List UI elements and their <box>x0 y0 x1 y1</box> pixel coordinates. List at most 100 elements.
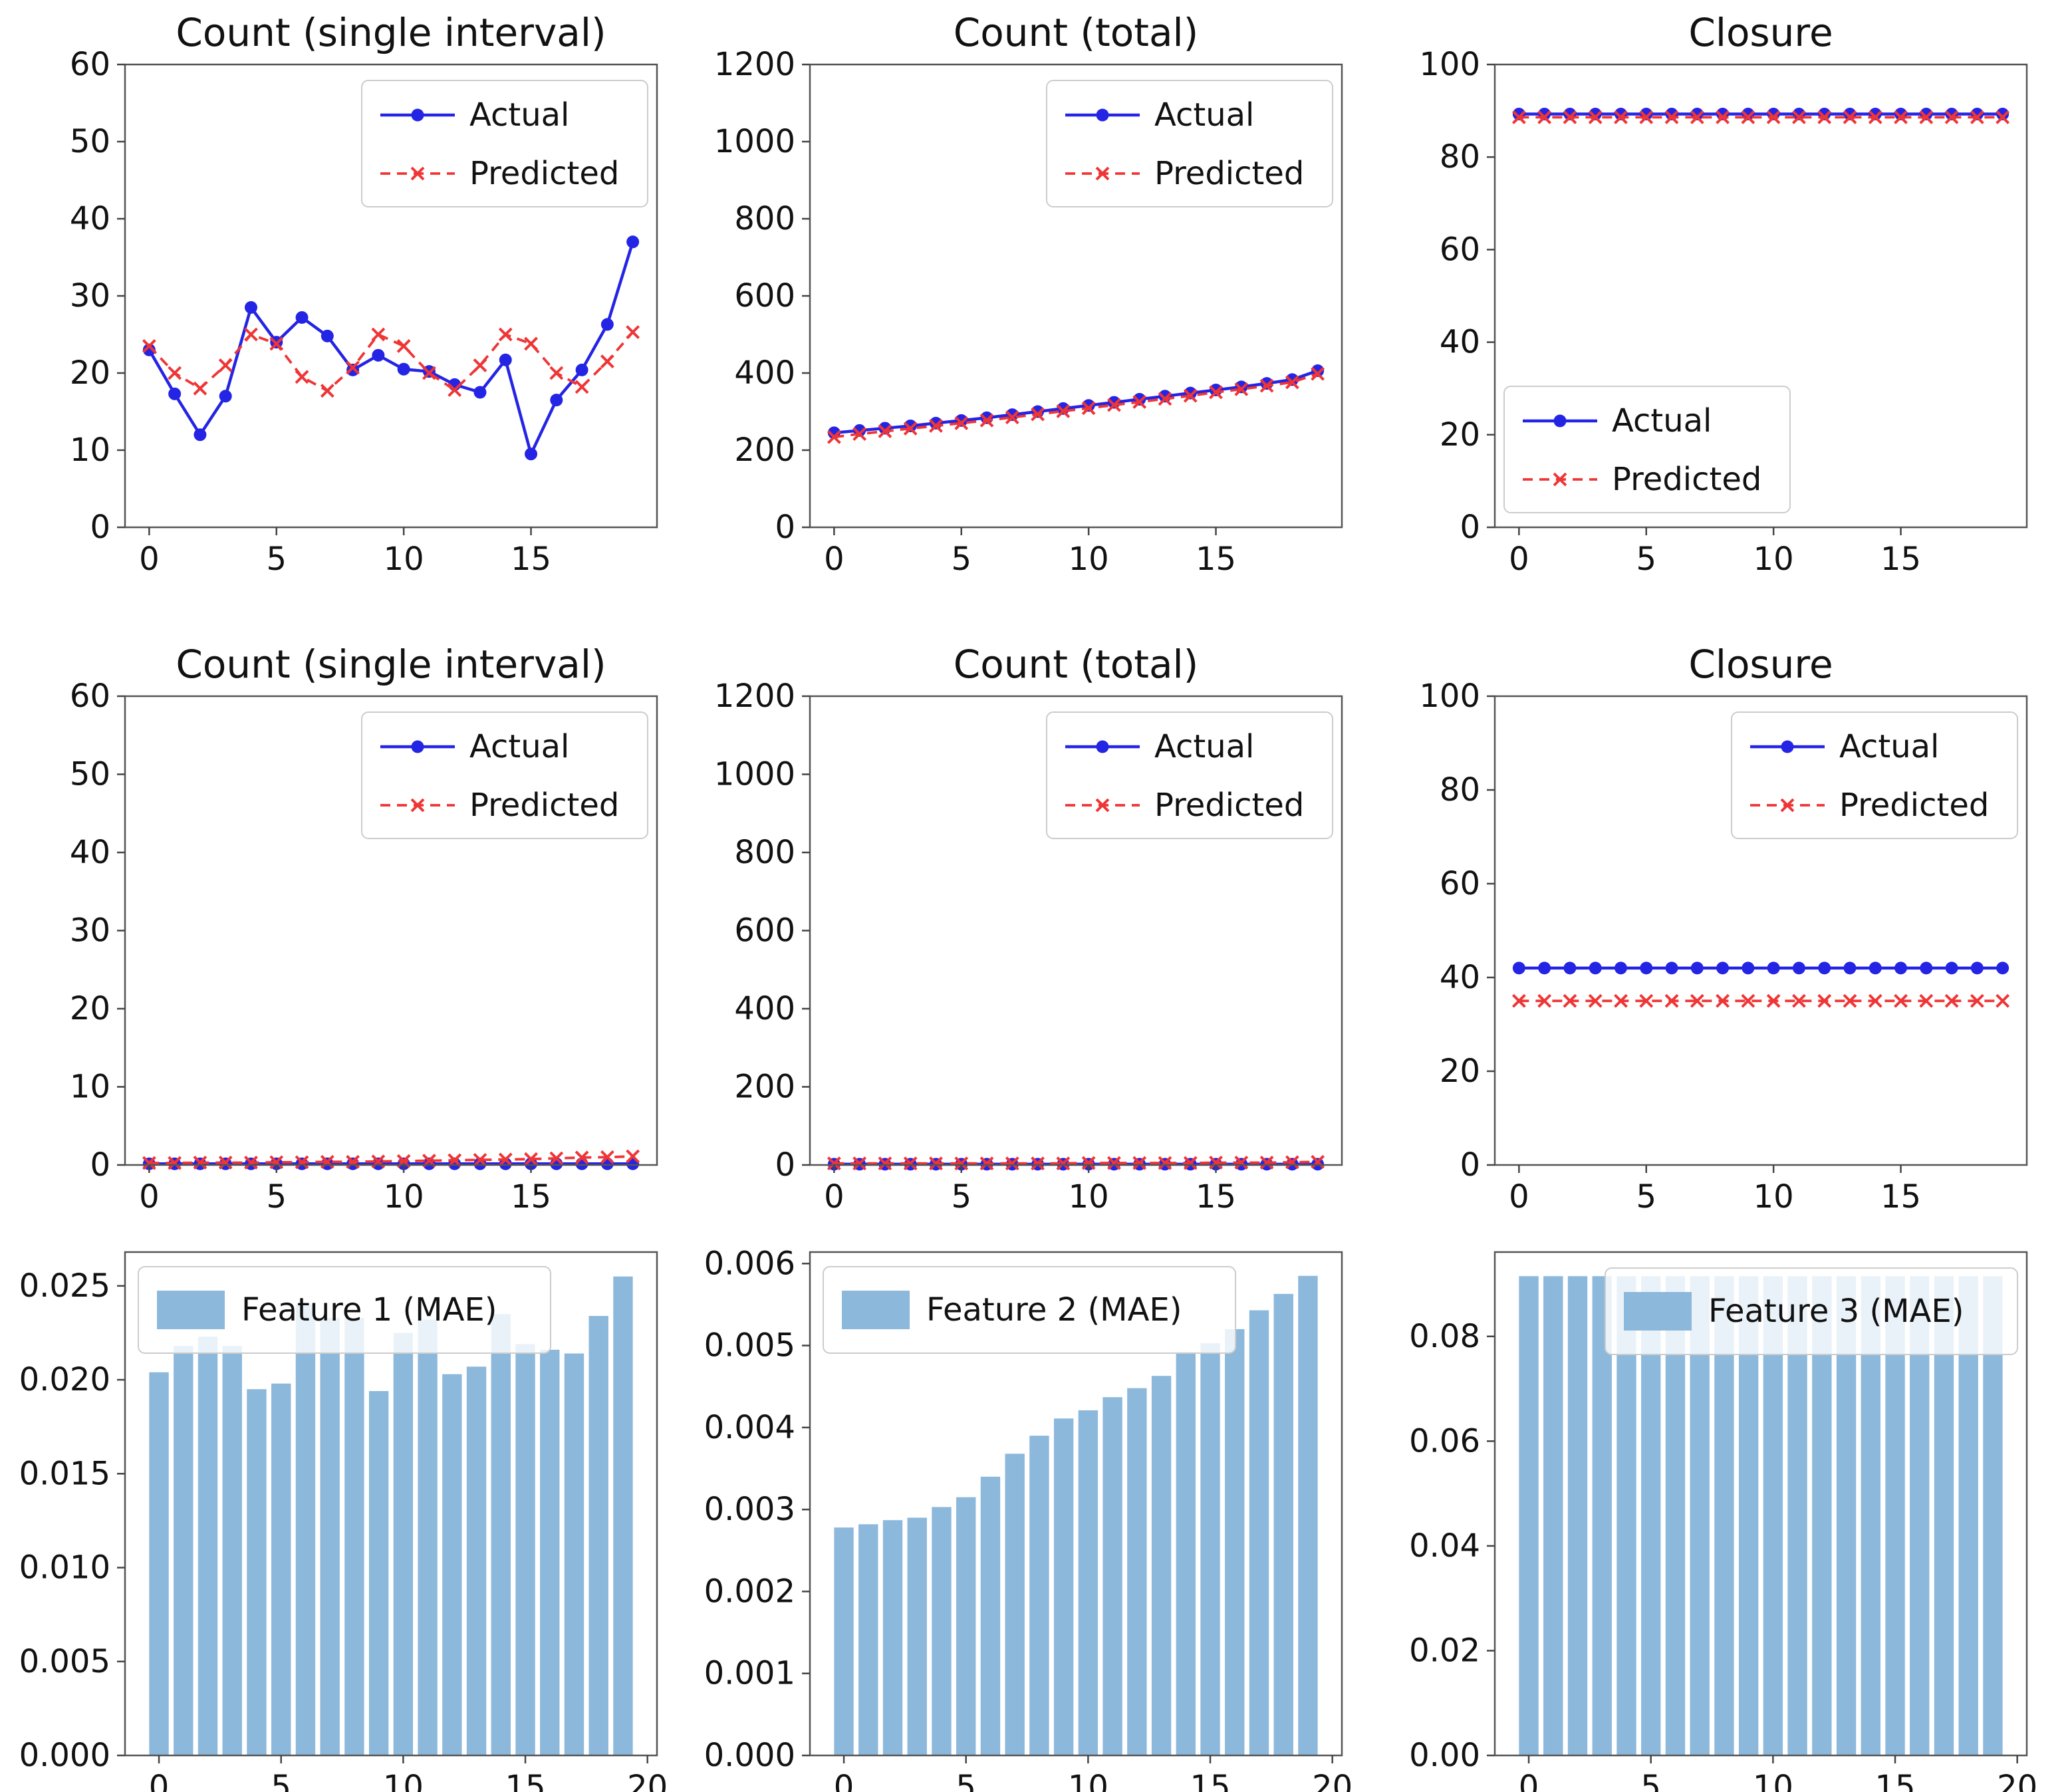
y-tick-label: 0 <box>1460 509 1480 546</box>
x-tick-label: 20 <box>1312 1769 1353 1792</box>
legend-box <box>138 1266 551 1354</box>
y-tick-label: 40 <box>1440 959 1480 996</box>
dot-marker <box>1690 961 1704 975</box>
x-marker <box>1563 993 1577 1008</box>
dot-marker <box>295 311 309 324</box>
y-tick-label: 600 <box>734 912 795 950</box>
x-marker <box>1056 404 1071 418</box>
y-tick-label: 200 <box>734 1069 795 1106</box>
x-marker <box>1919 110 1934 124</box>
x-marker <box>371 327 386 342</box>
bar <box>1714 1276 1734 1755</box>
bar <box>882 1520 903 1755</box>
axes-frame <box>1493 695 2028 1166</box>
x-marker <box>575 1150 589 1165</box>
dot-marker <box>244 301 257 314</box>
x-marker <box>1107 1156 1121 1170</box>
dot-marker <box>1538 961 1551 975</box>
y-tick-label: 800 <box>734 200 795 237</box>
bar <box>1200 1343 1220 1755</box>
legend-label: Feature 3 (MAE) <box>1708 1293 1964 1330</box>
x-tick-label: 0 <box>139 1178 160 1216</box>
legend-box <box>361 711 648 839</box>
bar <box>442 1374 462 1755</box>
x-marker <box>142 1156 156 1170</box>
legend: Feature 2 (MAE) <box>823 1266 1236 1354</box>
bar <box>1885 1276 1905 1755</box>
dot-marker <box>1996 961 2009 975</box>
x-marker <box>626 325 640 339</box>
x-marker <box>244 1156 258 1170</box>
dot-marker <box>372 348 385 362</box>
chart-title: Closure <box>1688 642 1833 687</box>
legend: Feature 3 (MAE) <box>1605 1267 2018 1355</box>
x-tick-label: 10 <box>383 1769 424 1792</box>
bar <box>515 1344 535 1755</box>
bar <box>932 1507 952 1755</box>
x-marker <box>903 422 918 436</box>
y-tick-label: 0.005 <box>704 1327 795 1364</box>
bar <box>1078 1410 1099 1755</box>
bar <box>1763 1276 1783 1755</box>
x-marker <box>878 424 892 438</box>
x-marker <box>142 338 156 353</box>
chart-feature1-mae: 0.000 0.005 0.010 0.015 0.020 0.025 0 5 10 15 20 Fe… <box>19 1251 668 1792</box>
legend-dot-marker <box>411 108 424 122</box>
x-tick-label: 5 <box>951 541 971 578</box>
y-tick-label: 800 <box>734 834 795 871</box>
bar <box>1298 1275 1318 1755</box>
x-marker <box>1766 110 1781 124</box>
x-marker <box>193 1156 207 1170</box>
x-marker <box>269 336 284 351</box>
y-tick-label: 0 <box>1460 1146 1480 1184</box>
x-tick-label: 0 <box>1509 1178 1529 1216</box>
x-marker <box>1511 110 1526 124</box>
dot-marker <box>575 363 588 376</box>
x-marker <box>1511 993 1526 1008</box>
y-tick-label: 50 <box>70 756 110 793</box>
x-marker <box>1234 382 1249 396</box>
dot-marker <box>1792 961 1805 975</box>
x-marker <box>1919 993 1934 1008</box>
dot-marker <box>1716 961 1730 975</box>
x-marker <box>1209 385 1223 400</box>
y-tick-label: 20 <box>70 354 110 392</box>
dot-marker <box>1767 961 1780 975</box>
dot-marker <box>346 1157 360 1170</box>
x-marker <box>193 381 207 396</box>
legend-label: Predicted <box>1612 461 1761 498</box>
x-marker <box>1081 401 1096 416</box>
bar <box>368 1391 389 1755</box>
dot-marker <box>600 318 614 331</box>
chart-title: Count (single interval) <box>176 642 606 687</box>
legend-box <box>1046 711 1333 839</box>
legend-label: Predicted <box>469 787 619 824</box>
x-tick-label: 10 <box>1753 1178 1794 1216</box>
legend-label: Actual <box>1612 402 1712 440</box>
x-tick-label: 15 <box>1196 541 1236 578</box>
x-marker <box>1285 1155 1299 1170</box>
legend-label: Predicted <box>469 155 619 192</box>
x-marker <box>168 1156 182 1170</box>
bar <box>1273 1293 1293 1755</box>
legend-label: Actual <box>1154 728 1254 765</box>
x-marker <box>1766 993 1781 1008</box>
x-marker <box>1183 388 1198 403</box>
legend-box <box>1731 711 2018 839</box>
bar <box>491 1314 511 1755</box>
bar <box>1738 1276 1759 1755</box>
y-tick-label: 60 <box>70 46 110 83</box>
y-tick-label: 0.005 <box>19 1643 110 1680</box>
x-marker <box>1868 993 1882 1008</box>
x-marker <box>549 366 564 380</box>
x-tick-label: 5 <box>266 541 287 578</box>
x-tick-label: 15 <box>505 1769 545 1792</box>
legend: Actual Predicted <box>361 80 648 207</box>
series-line-predicted <box>834 372 1319 439</box>
x-marker <box>1132 1156 1147 1170</box>
x-marker <box>903 1156 918 1171</box>
x-marker <box>1944 110 1959 124</box>
bar <box>1812 1276 1832 1755</box>
dot-marker <box>525 448 538 461</box>
x-marker <box>929 1156 943 1171</box>
